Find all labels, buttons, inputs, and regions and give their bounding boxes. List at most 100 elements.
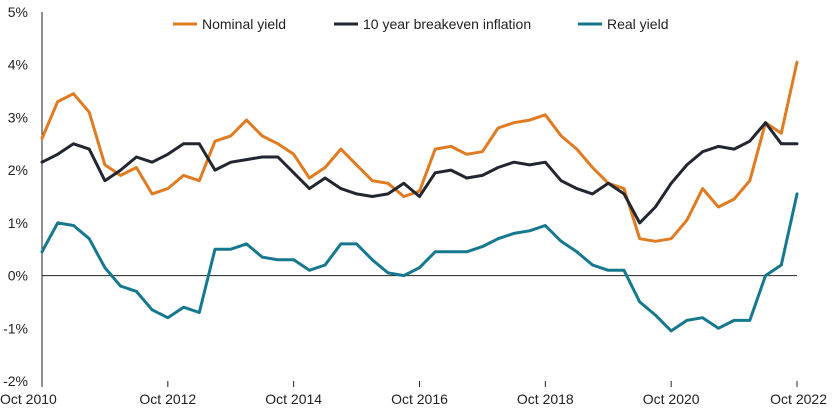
data-point bbox=[418, 195, 421, 198]
data-point bbox=[402, 195, 405, 198]
data-point bbox=[544, 113, 547, 116]
data-point bbox=[276, 258, 280, 261]
data-point bbox=[418, 266, 421, 269]
x-axis: Oct 2010 Oct 2012 Oct 2014 Oct 2016 Oct 2018… bbox=[0, 381, 827, 407]
data-point bbox=[512, 121, 516, 124]
data-point bbox=[276, 155, 280, 159]
data-point bbox=[528, 118, 531, 122]
data-point bbox=[465, 153, 468, 156]
data-point bbox=[544, 224, 547, 227]
data-point bbox=[732, 147, 736, 151]
data-point bbox=[166, 153, 170, 156]
data-point bbox=[308, 187, 311, 190]
data-point bbox=[732, 319, 736, 322]
data-point bbox=[512, 161, 516, 164]
data-point bbox=[685, 219, 689, 222]
data-point bbox=[669, 237, 673, 240]
data-point bbox=[40, 250, 44, 254]
data-point bbox=[496, 166, 500, 169]
data-point bbox=[182, 306, 185, 309]
data-point bbox=[795, 142, 799, 145]
data-point bbox=[103, 163, 107, 167]
data-point bbox=[732, 197, 736, 201]
data-point bbox=[355, 192, 358, 196]
data-point bbox=[72, 92, 75, 95]
data-point bbox=[150, 308, 154, 312]
legend-label: Nominal yield bbox=[202, 16, 286, 32]
data-point bbox=[449, 168, 453, 172]
data-point bbox=[701, 316, 704, 319]
data-point bbox=[276, 142, 280, 145]
x-tick-label: Oct 2012 bbox=[139, 391, 196, 407]
data-point bbox=[465, 176, 468, 180]
data-point bbox=[701, 187, 704, 190]
y-tick-label: 2% bbox=[8, 162, 28, 178]
data-point bbox=[323, 263, 327, 267]
data-point bbox=[795, 192, 799, 196]
data-point bbox=[355, 242, 358, 246]
data-point bbox=[449, 145, 453, 148]
data-point bbox=[198, 142, 201, 145]
data-point bbox=[371, 179, 374, 182]
data-point bbox=[182, 174, 185, 177]
data-point bbox=[669, 329, 673, 333]
data-point bbox=[150, 192, 154, 196]
data-point bbox=[40, 161, 44, 164]
data-point bbox=[780, 132, 783, 135]
series-line bbox=[40, 192, 799, 333]
data-point bbox=[135, 166, 138, 169]
data-point bbox=[87, 237, 91, 240]
series-line bbox=[40, 121, 799, 225]
data-point bbox=[135, 290, 138, 293]
y-tick-label: 0% bbox=[8, 268, 28, 284]
data-point bbox=[575, 250, 578, 254]
y-tick-label: -1% bbox=[3, 320, 28, 336]
data-point bbox=[528, 163, 531, 167]
data-point bbox=[449, 250, 453, 254]
data-point bbox=[575, 147, 578, 151]
data-point bbox=[402, 182, 405, 185]
data-point bbox=[622, 187, 626, 190]
series-real-yield bbox=[40, 192, 799, 333]
data-point bbox=[622, 269, 626, 272]
data-point bbox=[135, 155, 138, 159]
data-point bbox=[182, 142, 185, 145]
data-point bbox=[103, 266, 107, 269]
data-point bbox=[56, 100, 59, 103]
legend-item: Real yield bbox=[578, 16, 668, 32]
x-tick-label: Oct 2022 bbox=[770, 391, 827, 407]
data-point bbox=[386, 271, 390, 275]
data-point bbox=[748, 179, 752, 182]
data-point bbox=[323, 176, 327, 180]
data-point bbox=[229, 134, 232, 138]
data-point bbox=[748, 139, 752, 143]
data-point bbox=[245, 242, 248, 246]
data-point bbox=[261, 134, 264, 138]
data-point bbox=[512, 232, 516, 235]
data-point bbox=[764, 121, 767, 124]
data-point bbox=[339, 242, 343, 246]
y-axis: 5% 4% 3% 2% 1% 0% -1% -2% bbox=[3, 4, 797, 389]
data-point bbox=[308, 176, 311, 180]
data-point bbox=[559, 134, 563, 138]
data-point bbox=[245, 118, 248, 122]
legend: Nominal yield 10 year breakeven inflation… bbox=[173, 16, 668, 32]
data-point bbox=[434, 171, 437, 174]
data-point bbox=[434, 147, 437, 151]
data-point bbox=[559, 240, 563, 243]
data-point bbox=[213, 248, 217, 251]
legend-label: 10 year breakeven inflation bbox=[363, 16, 531, 32]
data-point bbox=[654, 240, 657, 243]
data-point bbox=[607, 269, 610, 272]
data-point bbox=[434, 250, 437, 254]
data-point bbox=[591, 166, 594, 169]
data-point bbox=[261, 155, 264, 159]
legend-item: Nominal yield bbox=[173, 16, 286, 32]
data-point bbox=[481, 245, 484, 248]
data-point bbox=[166, 187, 170, 190]
x-tick-label: Oct 2020 bbox=[643, 391, 700, 407]
x-tick-label: Oct 2018 bbox=[517, 391, 574, 407]
data-point bbox=[386, 192, 390, 196]
series-lines bbox=[40, 60, 799, 333]
series-line bbox=[40, 60, 799, 243]
